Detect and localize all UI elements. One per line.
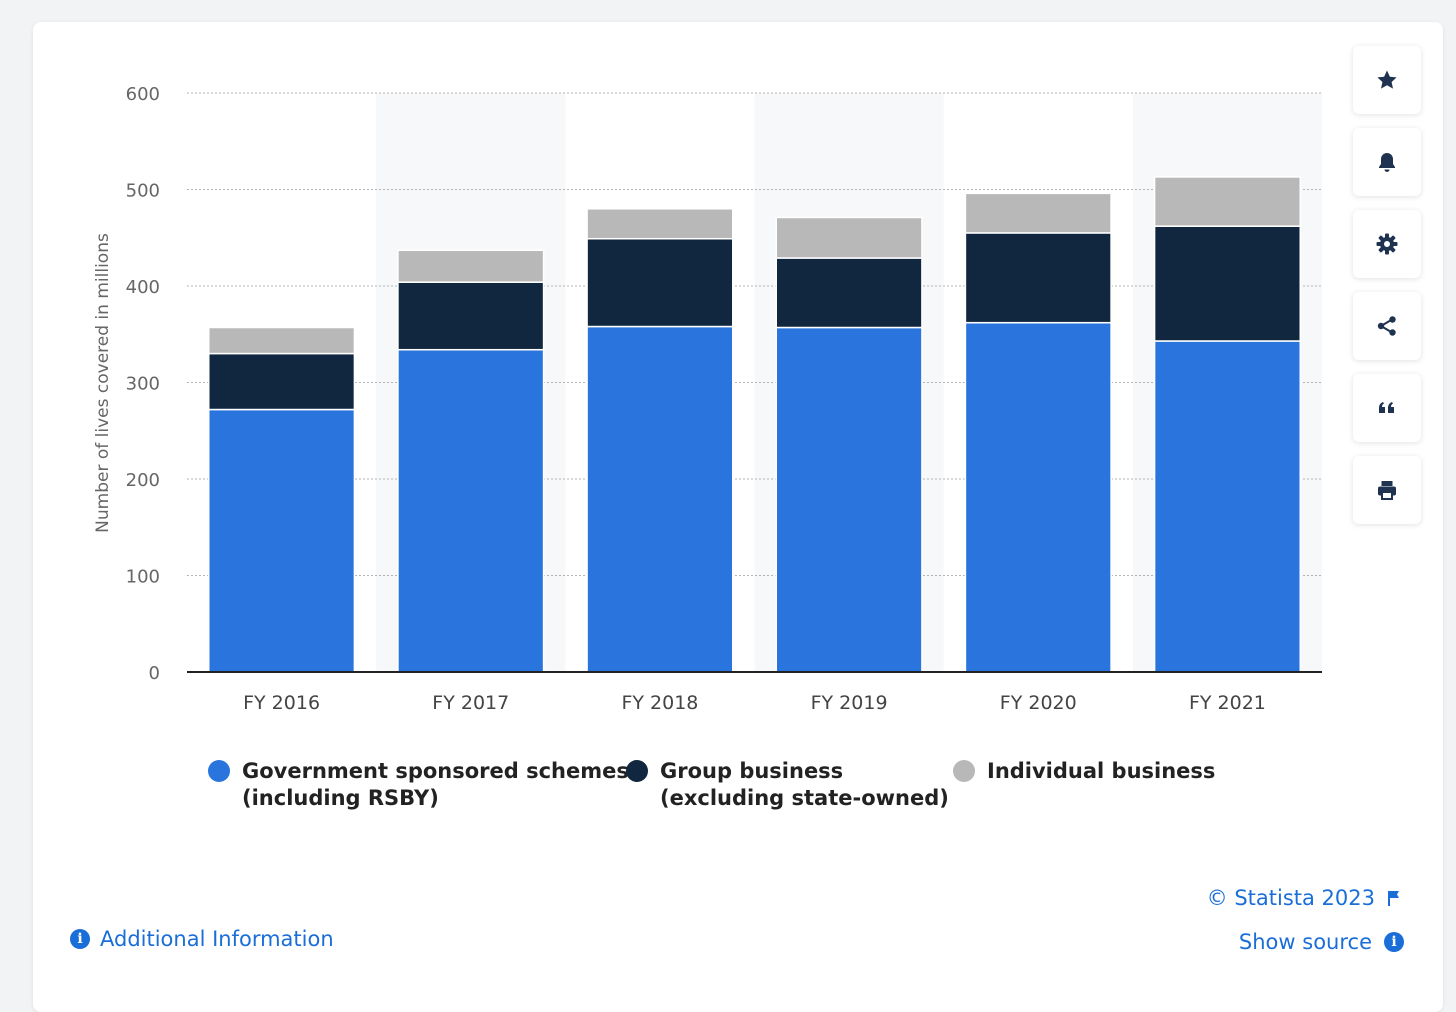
bell-icon	[1379, 153, 1395, 172]
y-tick-label: 600	[126, 84, 160, 105]
y-tick-label: 400	[126, 277, 160, 298]
info-icon: i	[70, 929, 90, 949]
quote-icon	[1379, 402, 1394, 413]
copyright-text: © Statista 2023	[1206, 886, 1375, 910]
share-icon	[1377, 316, 1396, 336]
legend-swatch	[953, 760, 975, 782]
legend-item-individual[interactable]: Individual business	[953, 758, 1215, 785]
bar-segment	[208, 326, 356, 355]
bar-segment	[586, 325, 734, 673]
legend-label: Group business (excluding state-owned)	[660, 759, 949, 810]
settings-button[interactable]	[1353, 210, 1421, 278]
bar-segment	[775, 216, 923, 259]
favorite-button[interactable]	[1353, 46, 1421, 114]
info-icon: i	[1384, 932, 1404, 952]
bar-segment	[586, 208, 734, 240]
show-source-link[interactable]: Show source i	[1239, 930, 1404, 954]
bar-segment	[208, 408, 356, 673]
flag-icon	[1388, 891, 1399, 906]
additional-info-link[interactable]: i Additional Information	[70, 927, 334, 951]
toolbar	[1353, 46, 1421, 538]
legend-item-government[interactable]: Government sponsored schemes (including …	[208, 758, 629, 812]
cite-button[interactable]	[1353, 374, 1421, 442]
bar-segment	[775, 326, 923, 673]
bar-segment	[775, 257, 923, 329]
legend: Government sponsored schemes (including …	[0, 758, 1456, 828]
bar-segment	[208, 352, 356, 411]
bar-segment	[964, 232, 1112, 324]
bar-segment	[586, 237, 734, 328]
y-tick-label: 500	[126, 181, 160, 202]
y-tick-label: 300	[126, 374, 160, 395]
print-icon	[1378, 481, 1396, 500]
y-tick-label: 200	[126, 470, 160, 491]
star-icon	[1377, 70, 1397, 89]
legend-label: Government sponsored schemes (including …	[242, 759, 629, 810]
print-button[interactable]	[1353, 456, 1421, 524]
x-tick-label: FY 2016	[243, 692, 320, 714]
copyright-link[interactable]: © Statista 2023	[1207, 886, 1401, 910]
legend-swatch	[208, 760, 230, 782]
y-axis-title: Number of lives covered in millions	[93, 233, 113, 533]
legend-item-group[interactable]: Group business (excluding state-owned)	[626, 758, 949, 812]
gear-icon	[1376, 233, 1398, 255]
bar-segment	[1153, 225, 1301, 342]
additional-info-text: Additional Information	[100, 927, 334, 951]
legend-swatch	[626, 760, 648, 782]
y-tick-label: 100	[126, 567, 160, 588]
bar-segment	[1153, 176, 1301, 227]
y-tick-label: 0	[149, 663, 160, 684]
bar-segment	[964, 192, 1112, 234]
bar-segment	[397, 348, 545, 673]
bar-segment	[964, 321, 1112, 673]
x-tick-label: FY 2021	[1189, 692, 1266, 714]
bar-segment	[1153, 340, 1301, 673]
x-tick-label: FY 2018	[621, 692, 698, 714]
x-tick-label: FY 2019	[811, 692, 888, 714]
legend-label: Individual business	[987, 759, 1216, 783]
show-source-text: Show source	[1238, 930, 1372, 954]
share-button[interactable]	[1353, 292, 1421, 360]
x-tick-label: FY 2017	[432, 692, 509, 714]
notification-button[interactable]	[1353, 128, 1421, 196]
bar-segment	[397, 281, 545, 351]
bar-segment	[397, 249, 545, 283]
x-tick-label: FY 2020	[1000, 692, 1077, 714]
